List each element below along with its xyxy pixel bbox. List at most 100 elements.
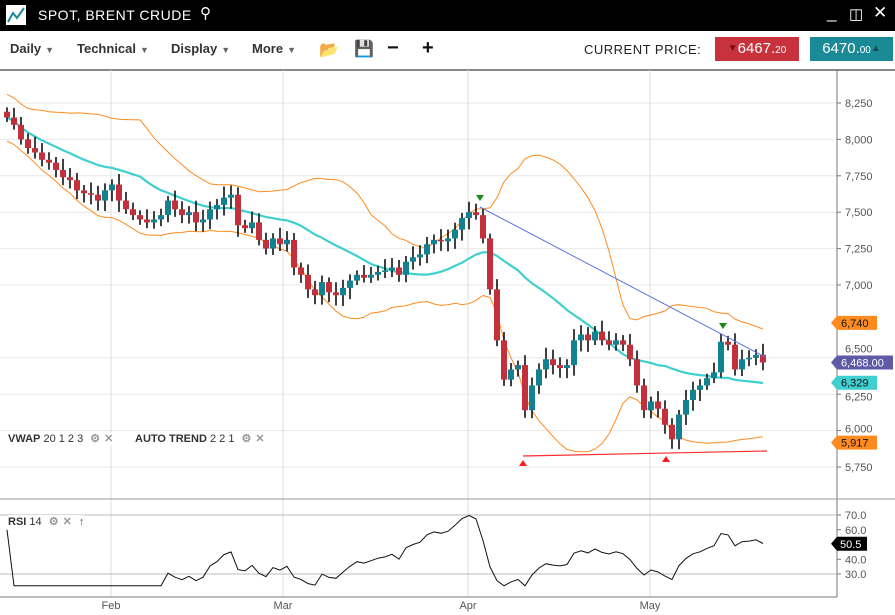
- candle: [67, 168, 73, 189]
- candle-body: [95, 194, 101, 201]
- candle: [144, 209, 150, 229]
- ask-price[interactable]: 6470.00▲: [810, 37, 893, 61]
- close-icon[interactable]: ✕: [104, 433, 114, 445]
- triangle-up-icon: [519, 460, 527, 466]
- close-icon[interactable]: ✕: [873, 3, 888, 22]
- candle-body: [487, 238, 493, 290]
- candle: [172, 190, 178, 217]
- candle-body: [207, 209, 213, 220]
- candle: [578, 325, 584, 352]
- caret-down-icon: ▼: [140, 45, 149, 55]
- save-icon[interactable]: 💾: [354, 41, 374, 58]
- y-tick-label: 6,000: [845, 424, 873, 436]
- zoom-in-icon[interactable]: +: [422, 37, 434, 59]
- candle-body: [634, 359, 640, 386]
- candle-body: [221, 197, 227, 205]
- candle-body: [473, 212, 479, 216]
- y-tick-label: 5,750: [845, 462, 873, 474]
- zoom-out-icon[interactable]: −: [387, 37, 399, 59]
- candle-body: [4, 111, 10, 118]
- candle-body: [270, 238, 276, 249]
- badge-shape: [831, 315, 877, 330]
- candle-body: [585, 334, 591, 341]
- candle-body: [53, 162, 59, 170]
- candle-body: [116, 184, 122, 201]
- candle: [361, 265, 367, 283]
- close-icon[interactable]: ✕: [62, 516, 72, 528]
- candle-body: [256, 222, 262, 240]
- menu-more[interactable]: More ▼: [252, 41, 296, 56]
- candle: [550, 349, 556, 375]
- candle: [711, 362, 717, 383]
- badge-text: 6,468.00: [841, 357, 884, 369]
- folder-open-icon[interactable]: 📂: [319, 42, 339, 59]
- candle-body: [557, 365, 563, 368]
- candle: [298, 262, 304, 283]
- candle: [438, 229, 444, 251]
- price-badge: 6,329: [831, 375, 877, 390]
- candle: [263, 232, 269, 255]
- candle: [634, 350, 640, 393]
- candle-body: [606, 340, 612, 345]
- search-icon[interactable]: ⚲: [200, 5, 211, 22]
- candle-body: [200, 219, 206, 223]
- candle: [410, 246, 416, 270]
- candle: [200, 209, 206, 232]
- candle: [725, 335, 731, 351]
- y-tick-label: 6,250: [845, 392, 873, 404]
- candle: [11, 107, 17, 130]
- rsi-legend: RSI 14 ⚙ ✕ ↑: [8, 515, 85, 528]
- menu-display[interactable]: Display ▼: [171, 41, 231, 56]
- bollinger-upper: [6, 93, 764, 330]
- candle-body: [179, 209, 185, 216]
- arrow-up-icon[interactable]: ↑: [78, 516, 85, 528]
- candle-body: [543, 359, 549, 370]
- y-tick-label: 7,000: [845, 280, 873, 292]
- candle: [557, 357, 563, 378]
- candle-body: [431, 239, 437, 245]
- candle: [473, 203, 479, 220]
- bollinger-lower: [6, 140, 764, 453]
- candle-body: [480, 215, 486, 239]
- gear-icon[interactable]: ⚙: [90, 433, 101, 445]
- gear-icon[interactable]: ⚙: [241, 433, 252, 445]
- caret-down-icon: ▼: [221, 45, 231, 55]
- menu-daily[interactable]: Daily ▼: [10, 41, 54, 56]
- candle: [312, 280, 318, 305]
- candle-body: [403, 261, 409, 275]
- candle-body: [746, 357, 752, 360]
- badge-shape: [831, 375, 877, 390]
- badge-shape: [831, 355, 893, 370]
- candle-body: [158, 215, 164, 220]
- minimize-icon[interactable]: _: [827, 3, 837, 22]
- triangle-down-icon: [476, 195, 484, 201]
- candle-body: [655, 401, 661, 409]
- candle-body: [417, 254, 423, 258]
- popout-icon[interactable]: ◫: [849, 6, 864, 23]
- candle: [193, 200, 199, 232]
- candle-body: [368, 274, 374, 278]
- candle: [732, 333, 738, 376]
- candle: [354, 270, 360, 285]
- candle: [746, 350, 752, 367]
- candle-body: [123, 200, 129, 210]
- candle: [396, 259, 402, 282]
- menu-technical[interactable]: Technical ▼: [77, 41, 149, 56]
- candle-body: [375, 271, 381, 275]
- candle: [683, 389, 689, 425]
- candle: [256, 213, 262, 246]
- close-icon[interactable]: ✕: [255, 433, 265, 445]
- gear-icon[interactable]: ⚙: [48, 516, 59, 528]
- triangle-up-icon: [662, 456, 670, 462]
- candle-body: [704, 378, 710, 386]
- y-tick-label: 8,250: [845, 98, 873, 110]
- candle-body: [760, 354, 766, 363]
- candle: [501, 332, 507, 386]
- bid-price[interactable]: ▼6467.20: [715, 37, 799, 61]
- candle: [704, 373, 710, 390]
- candle-body: [291, 239, 297, 268]
- candle-body: [753, 354, 759, 358]
- candle: [536, 363, 542, 394]
- candle-body: [298, 267, 304, 275]
